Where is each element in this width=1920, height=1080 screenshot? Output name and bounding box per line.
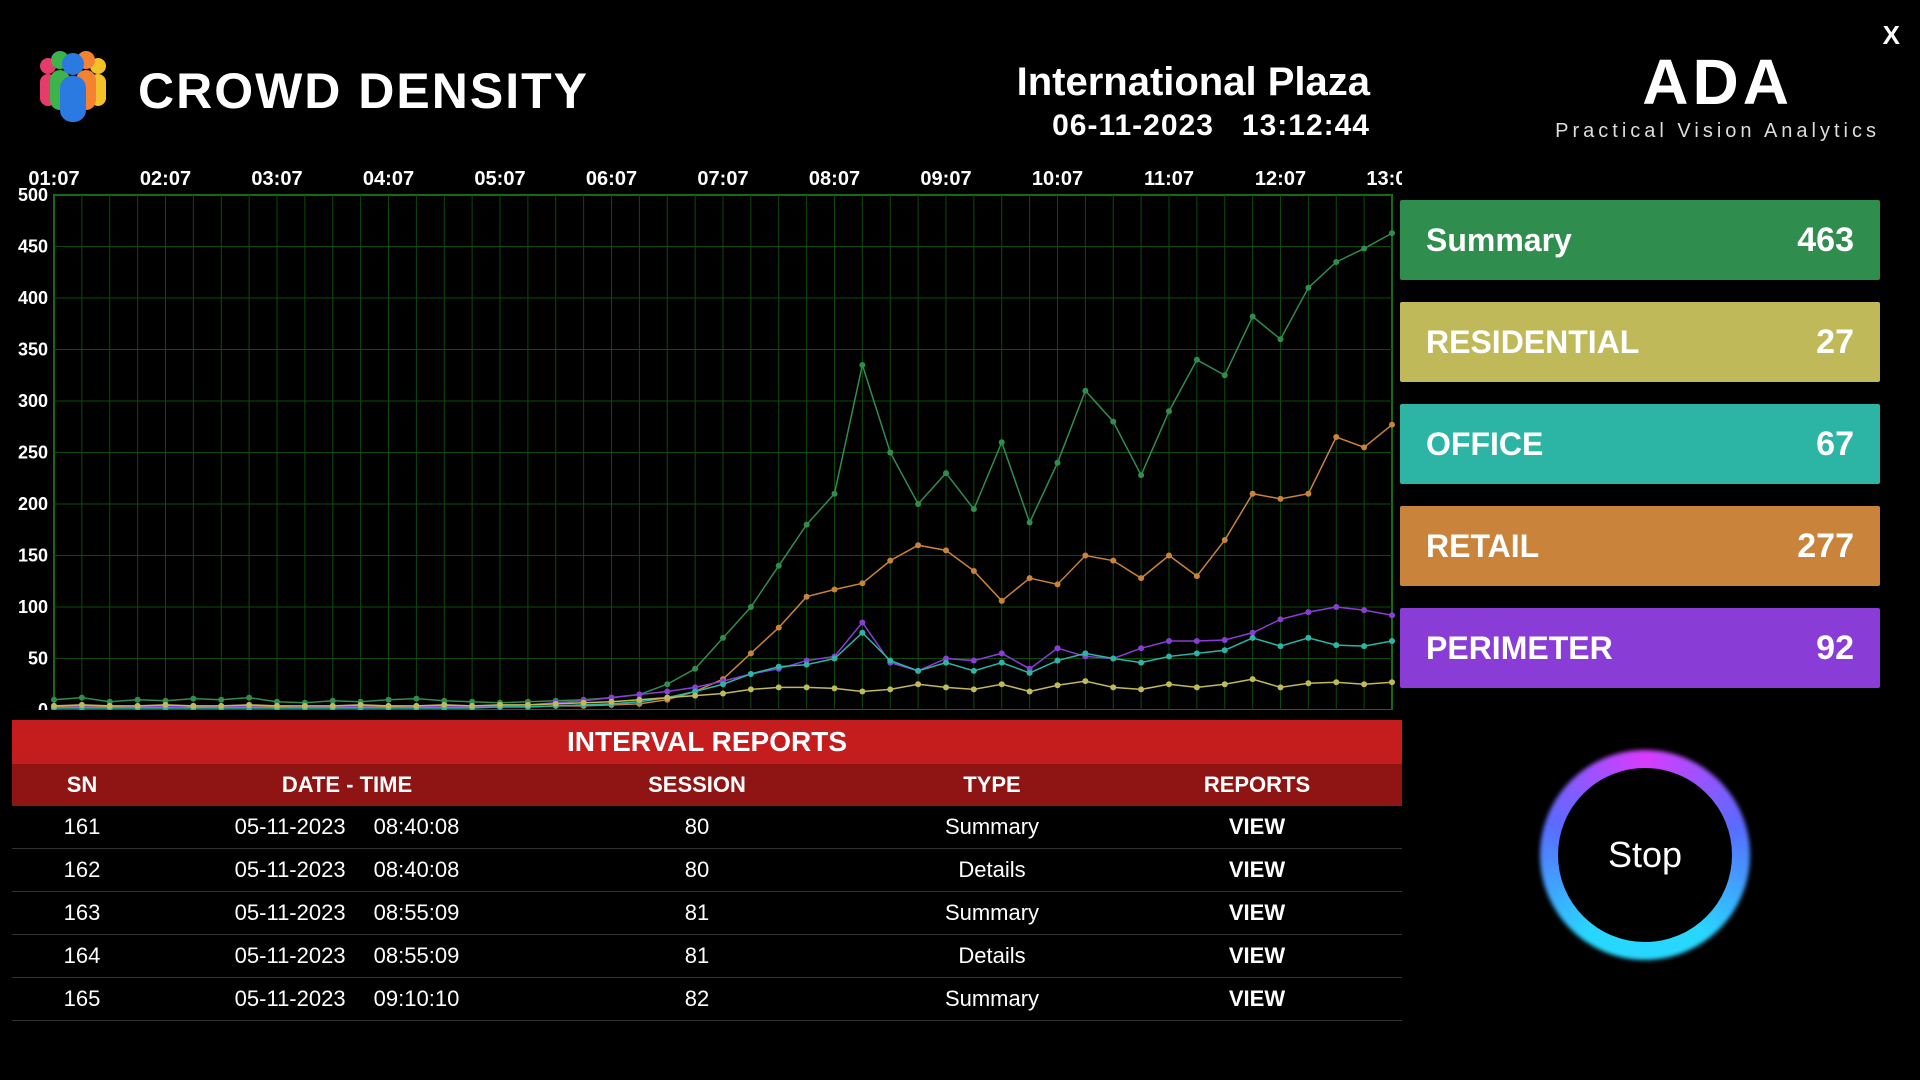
view-link[interactable]: VIEW xyxy=(1132,806,1382,848)
reports-body[interactable]: 16105-11-2023 08:40:0880SummaryVIEW16205… xyxy=(12,806,1402,1022)
summary-card[interactable]: RESIDENTIAL 27 xyxy=(1400,302,1880,382)
view-link[interactable]: VIEW xyxy=(1132,935,1382,977)
svg-text:50: 50 xyxy=(28,649,48,669)
svg-text:10:07: 10:07 xyxy=(1032,168,1083,190)
table-row: 16505-11-2023 09:10:1082SummaryVIEW xyxy=(12,978,1402,1021)
summary-panel: Summary 463 RESIDENTIAL 27 OFFICE 67 RETAIL 277… xyxy=(1400,200,1880,688)
svg-text:250: 250 xyxy=(18,443,48,463)
brand-logo: ADA Practical Vision Analytics xyxy=(1555,50,1880,143)
cell-session: 80 xyxy=(542,849,852,891)
view-link[interactable]: VIEW xyxy=(1132,1021,1382,1022)
location-block: International Plaza 06-11-2023 13:12:44 xyxy=(1017,60,1370,143)
cell-session: 82 xyxy=(542,978,852,1020)
logo-subtitle: Practical Vision Analytics xyxy=(1555,120,1880,143)
header-date: 06-11-2023 xyxy=(1052,109,1214,142)
summary-card[interactable]: OFFICE 67 xyxy=(1400,404,1880,484)
view-link[interactable]: VIEW xyxy=(1132,892,1382,934)
cell-datetime: 05-11-2023 08:40:08 xyxy=(152,849,542,891)
table-row: 16105-11-2023 08:40:0880SummaryVIEW xyxy=(12,806,1402,849)
cell-sn: 165 xyxy=(12,978,152,1020)
col-sn: SN xyxy=(12,764,152,806)
cell-datetime: 05-11-2023 09:10:10 xyxy=(152,1021,542,1022)
svg-text:01:07: 01:07 xyxy=(28,168,79,190)
view-link[interactable]: VIEW xyxy=(1132,849,1382,891)
density-chart: 05010015020025030035040045050001:0702:07… xyxy=(12,165,1402,710)
svg-text:350: 350 xyxy=(18,340,48,360)
stop-label: Stop xyxy=(1608,834,1682,876)
cell-datetime: 05-11-2023 08:40:08 xyxy=(152,806,542,848)
table-row: 16605-11-2023 09:10:1082DetailsVIEW xyxy=(12,1021,1402,1022)
reports-title: INTERVAL REPORTS xyxy=(12,720,1402,764)
card-label: RESIDENTIAL xyxy=(1426,324,1639,361)
logo-text: ADA xyxy=(1555,50,1880,114)
table-row: 16305-11-2023 08:55:0981SummaryVIEW xyxy=(12,892,1402,935)
cell-sn: 164 xyxy=(12,935,152,977)
view-link[interactable]: VIEW xyxy=(1132,978,1382,1020)
svg-text:400: 400 xyxy=(18,288,48,308)
cell-type: Details xyxy=(852,1021,1132,1022)
svg-text:08:07: 08:07 xyxy=(809,168,860,190)
cell-datetime: 05-11-2023 08:55:09 xyxy=(152,935,542,977)
col-reports: REPORTS xyxy=(1132,764,1382,806)
svg-text:11:07: 11:07 xyxy=(1144,168,1194,190)
svg-text:0: 0 xyxy=(38,700,48,710)
cell-datetime: 05-11-2023 08:55:09 xyxy=(152,892,542,934)
svg-text:05:07: 05:07 xyxy=(474,168,525,190)
summary-card[interactable]: RETAIL 277 xyxy=(1400,506,1880,586)
summary-card[interactable]: PERIMETER 92 xyxy=(1400,608,1880,688)
svg-text:450: 450 xyxy=(18,237,48,257)
cell-session: 81 xyxy=(542,935,852,977)
svg-text:100: 100 xyxy=(18,597,48,617)
cell-type: Details xyxy=(852,849,1132,891)
col-session: SESSION xyxy=(542,764,852,806)
cell-type: Summary xyxy=(852,806,1132,848)
close-button[interactable]: X xyxy=(1883,20,1900,51)
svg-text:12:07: 12:07 xyxy=(1255,168,1306,190)
interval-reports: INTERVAL REPORTS SN DATE - TIME SESSION … xyxy=(12,720,1402,1022)
reports-header: SN DATE - TIME SESSION TYPE REPORTS xyxy=(12,764,1402,806)
cell-sn: 163 xyxy=(12,892,152,934)
page-title: CROWD DENSITY xyxy=(138,62,589,120)
card-label: RETAIL xyxy=(1426,528,1539,565)
card-value: 463 xyxy=(1797,221,1854,260)
svg-text:07:07: 07:07 xyxy=(697,168,748,190)
card-label: OFFICE xyxy=(1426,426,1543,463)
card-label: Summary xyxy=(1426,222,1572,259)
cell-type: Summary xyxy=(852,892,1132,934)
cell-type: Summary xyxy=(852,978,1132,1020)
col-datetime: DATE - TIME xyxy=(152,764,542,806)
crowd-icon xyxy=(30,48,116,133)
cell-type: Details xyxy=(852,935,1132,977)
table-row: 16405-11-2023 08:55:0981DetailsVIEW xyxy=(12,935,1402,978)
card-value: 27 xyxy=(1816,323,1854,362)
svg-text:06:07: 06:07 xyxy=(586,168,637,190)
summary-card[interactable]: Summary 463 xyxy=(1400,200,1880,280)
svg-text:150: 150 xyxy=(18,546,48,566)
cell-session: 81 xyxy=(542,892,852,934)
table-row: 16205-11-2023 08:40:0880DetailsVIEW xyxy=(12,849,1402,892)
cell-session: 82 xyxy=(542,1021,852,1022)
cell-sn: 162 xyxy=(12,849,152,891)
location-name: International Plaza xyxy=(1017,60,1370,105)
cell-sn: 161 xyxy=(12,806,152,848)
svg-text:04:07: 04:07 xyxy=(363,168,414,190)
card-value: 67 xyxy=(1816,425,1854,464)
cell-sn: 166 xyxy=(12,1021,152,1022)
col-type: TYPE xyxy=(852,764,1132,806)
cell-session: 80 xyxy=(542,806,852,848)
svg-text:03:07: 03:07 xyxy=(251,168,302,190)
svg-text:02:07: 02:07 xyxy=(140,168,191,190)
svg-text:200: 200 xyxy=(18,494,48,514)
header-time: 13:12:44 xyxy=(1242,109,1370,142)
svg-text:09:07: 09:07 xyxy=(920,168,971,190)
svg-text:13:07: 13:07 xyxy=(1366,168,1402,190)
svg-text:300: 300 xyxy=(18,391,48,411)
card-value: 92 xyxy=(1816,629,1854,668)
card-value: 277 xyxy=(1797,527,1854,566)
stop-button[interactable]: Stop xyxy=(1540,750,1750,960)
cell-datetime: 05-11-2023 09:10:10 xyxy=(152,978,542,1020)
card-label: PERIMETER xyxy=(1426,630,1613,667)
